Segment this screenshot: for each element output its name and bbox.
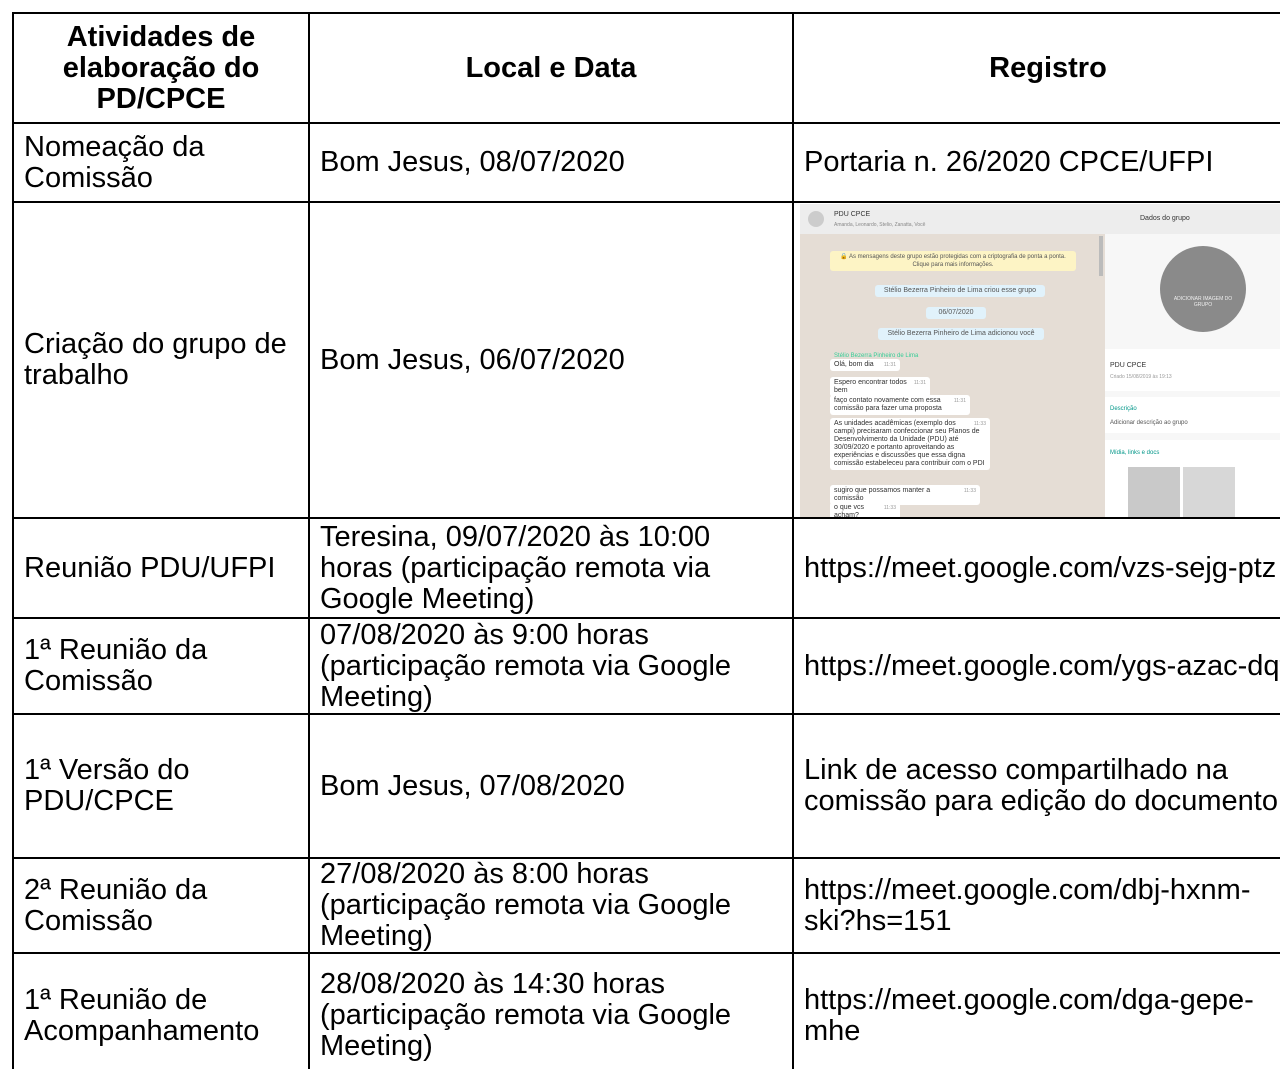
chat-title: PDU CPCE bbox=[834, 211, 871, 218]
cell: https://meet.google.com/ygs-azac-dqf bbox=[792, 617, 1280, 715]
chat-members: Amanda, Leonardo, Stelio, Zanatta, Você bbox=[834, 222, 926, 228]
description-box bbox=[1105, 397, 1280, 433]
media-label: Mídia, links e docs bbox=[1110, 450, 1160, 456]
cell: Bom Jesus, 08/07/2020 bbox=[308, 122, 794, 203]
message-text: Espero encontrar todos bem bbox=[834, 379, 907, 394]
panel-title: Dados do grupo bbox=[1140, 215, 1190, 222]
encryption-notice: 🔒 As mensagens deste grupo estão protegi… bbox=[830, 251, 1076, 271]
cell: 07/08/2020 às 9:00 horas (participação r… bbox=[308, 617, 794, 715]
document: Atividades de elaboração do PD/CPCE Loca… bbox=[12, 12, 1280, 1069]
message-text: As unidades acadêmicas (exemplo dos camp… bbox=[834, 420, 985, 467]
created-at: Criado 15/08/2019 às 19:13 bbox=[1110, 374, 1172, 380]
sender: Stélio Bezerra Pinheiro de Lima bbox=[834, 353, 919, 359]
message-text: sugiro que possamos manter a comissão bbox=[834, 487, 931, 502]
header-cell: Local e Data bbox=[308, 12, 794, 124]
message-bubble: 11:31 faço contato novamente com essa com… bbox=[830, 395, 970, 415]
scrollbar bbox=[1099, 236, 1103, 276]
cell: Nomeação da Comissão bbox=[12, 122, 310, 203]
name-box bbox=[1105, 349, 1280, 391]
cell: https://meet.google.com/vzs-sejg-ptz bbox=[792, 517, 1280, 619]
cell: Teresina, 09/07/2020 às 10:00 horas (par… bbox=[308, 517, 794, 619]
message-time: 11:31 bbox=[883, 362, 896, 368]
media-thumb bbox=[1183, 467, 1235, 516]
message-time: 11:33 bbox=[883, 505, 896, 511]
header-cell: Atividades de elaboração do PD/CPCE bbox=[12, 12, 310, 124]
message-text: faço contato novamente com essa comissão… bbox=[834, 397, 942, 412]
cell: https://meet.google.com/dga-gepe-mhe bbox=[792, 952, 1280, 1069]
date-chip: 06/07/2020 bbox=[926, 307, 986, 319]
activities-table: Atividades de elaboração do PD/CPCE Loca… bbox=[12, 12, 1280, 1069]
cell: Link de acesso compartilhado na comissão… bbox=[792, 713, 1280, 859]
description-label: Descrição bbox=[1110, 406, 1137, 412]
system-notice: Stélio Bezerra Pinheiro de Lima criou es… bbox=[875, 285, 1045, 297]
message-text: Olá, bom dia bbox=[834, 361, 874, 368]
cell: Reunião PDU/UFPI bbox=[12, 517, 310, 619]
message-bubble: 11:31 Espero encontrar todos bem bbox=[830, 377, 930, 397]
system-notice: Stélio Bezerra Pinheiro de Lima adiciono… bbox=[878, 328, 1044, 340]
avatar bbox=[808, 211, 824, 227]
header-row: Atividades de elaboração do PD/CPCE Loca… bbox=[12, 12, 1280, 124]
message-time: 11:33 bbox=[973, 421, 986, 427]
cell: 1ª Reunião de Acompanhamento bbox=[12, 952, 310, 1069]
header-cell: Registro bbox=[792, 12, 1280, 124]
description-hint: Adicionar descrição ao grupo bbox=[1110, 420, 1188, 426]
cell: 1ª Versão do PDU/CPCE bbox=[12, 713, 310, 859]
message-bubble: 11:33 o que vcs acham? bbox=[830, 502, 900, 517]
chat-header bbox=[800, 204, 1105, 234]
cell: Bom Jesus, 07/08/2020 bbox=[308, 713, 794, 859]
cell: 28/08/2020 às 14:30 horas (participação … bbox=[308, 952, 794, 1069]
add-image: ADICIONAR IMAGEM DO GRUPO bbox=[1173, 296, 1233, 308]
panel-header bbox=[1105, 204, 1280, 234]
group-name: PDU CPCE bbox=[1110, 362, 1147, 369]
cell: 1ª Reunião da Comissão bbox=[12, 617, 310, 715]
message-bubble: 11:31 Olá, bom dia bbox=[830, 359, 900, 371]
message-bubble: 11:33 sugiro que possamos manter a comiss… bbox=[830, 485, 980, 505]
group-photo bbox=[1160, 246, 1246, 332]
cell: https://meet.google.com/dbj-hxnm-ski?hs=… bbox=[792, 857, 1280, 954]
message-time: 11:31 bbox=[953, 398, 966, 404]
message-time: 11:31 bbox=[913, 380, 926, 386]
media-thumb bbox=[1128, 467, 1180, 516]
message-text: o que vcs acham? bbox=[834, 504, 864, 517]
message-bubble: 11:33 As unidades acadêmicas (exemplo dos… bbox=[830, 418, 990, 470]
message-time: 11:33 bbox=[963, 488, 976, 494]
cell: 27/08/2020 às 8:00 horas (participação r… bbox=[308, 857, 794, 954]
screenshot-cell: PDU CPCE Amanda, Leonardo, Stelio, Zanat… bbox=[792, 201, 1280, 519]
cell: Criação do grupo de trabalho bbox=[12, 201, 310, 519]
cell: Bom Jesus, 06/07/2020 bbox=[308, 201, 794, 519]
cell: 2ª Reunião da Comissão bbox=[12, 857, 310, 954]
chat-screenshot: PDU CPCE Amanda, Leonardo, Stelio, Zanat… bbox=[800, 204, 1280, 517]
cell: Portaria n. 26/2020 CPCE/UFPI bbox=[792, 122, 1280, 203]
